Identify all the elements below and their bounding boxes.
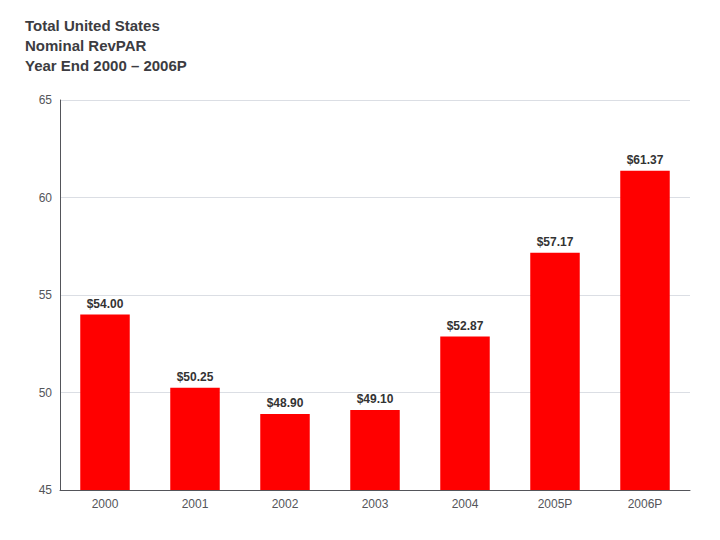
svg-text:$48.90: $48.90: [267, 396, 304, 410]
svg-text:$52.87: $52.87: [447, 319, 484, 333]
svg-text:2006P: 2006P: [628, 497, 663, 511]
svg-text:2000: 2000: [92, 497, 119, 511]
svg-text:2003: 2003: [362, 497, 389, 511]
svg-text:Total United States: Total United States: [25, 17, 160, 34]
svg-text:2002: 2002: [272, 497, 299, 511]
svg-text:50: 50: [39, 386, 53, 400]
svg-text:2005P: 2005P: [538, 497, 573, 511]
svg-text:2004: 2004: [452, 497, 479, 511]
svg-text:$57.17: $57.17: [537, 235, 574, 249]
svg-text:Year End 2000 – 2006P: Year End 2000 – 2006P: [25, 57, 187, 74]
svg-text:2001: 2001: [182, 497, 209, 511]
svg-text:60: 60: [39, 191, 53, 205]
svg-text:$61.37: $61.37: [627, 153, 664, 167]
svg-text:45: 45: [39, 483, 53, 497]
svg-text:Nominal RevPAR: Nominal RevPAR: [25, 37, 147, 54]
svg-text:55: 55: [39, 288, 53, 302]
svg-text:65: 65: [39, 93, 53, 107]
svg-text:$54.00: $54.00: [87, 297, 124, 311]
svg-text:$50.25: $50.25: [177, 370, 214, 384]
svg-text:$49.10: $49.10: [357, 392, 394, 406]
